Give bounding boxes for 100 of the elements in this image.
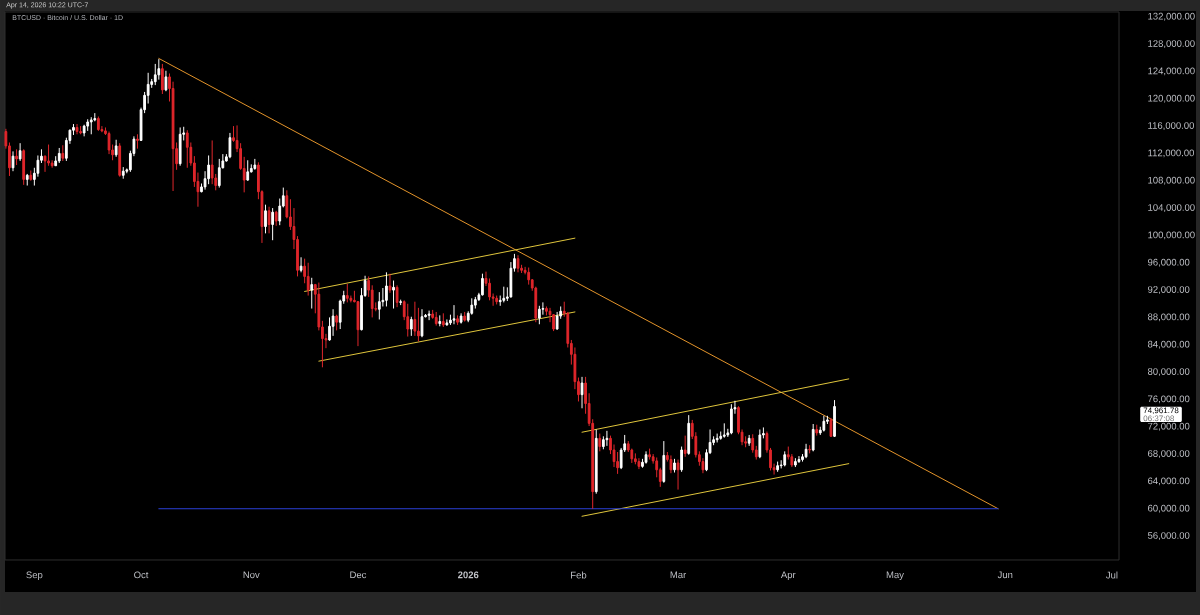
y-tick-label: 116,000.00 xyxy=(1148,122,1195,131)
y-tick-label: 132,000.00 xyxy=(1148,12,1195,21)
candlestick xyxy=(89,116,93,135)
text: 74,961.78 xyxy=(1143,407,1179,415)
y-tick-label: 84,000.00 xyxy=(1147,340,1190,349)
candlestick xyxy=(246,159,250,182)
candlestick xyxy=(253,158,257,171)
candlestick xyxy=(274,210,278,227)
candlestick xyxy=(445,318,449,327)
candlestick xyxy=(11,150,15,172)
y-tick-label: 100,000.00 xyxy=(1148,231,1195,240)
candlestick xyxy=(114,139,118,158)
candlestick xyxy=(399,299,403,306)
candlestick xyxy=(345,283,349,303)
candlestick xyxy=(306,262,310,297)
candlestick xyxy=(637,457,641,470)
candlestick xyxy=(644,450,648,465)
candlestick xyxy=(662,440,666,484)
y-tick-label: 68,000.00 xyxy=(1148,450,1190,458)
candlestick xyxy=(463,311,467,323)
candlestick xyxy=(811,423,815,452)
candlestick xyxy=(730,403,733,435)
candlestick xyxy=(299,256,303,273)
candlestick xyxy=(758,428,762,459)
candlestick xyxy=(160,63,164,95)
candlestick xyxy=(331,308,335,337)
candlestick xyxy=(452,304,456,325)
y-tick-label: 92,000.00 xyxy=(1148,286,1190,295)
candlestick xyxy=(683,435,687,458)
candlestick xyxy=(434,311,438,327)
candlestick xyxy=(185,129,189,169)
candlestick xyxy=(776,461,780,473)
candlestick xyxy=(118,142,122,178)
candlestick xyxy=(25,173,29,187)
candlestick xyxy=(388,273,392,294)
candlestick xyxy=(580,376,584,409)
candlestick xyxy=(822,415,826,433)
candlestick xyxy=(61,144,65,162)
y-tick-label: 108,000.00 xyxy=(1148,176,1195,185)
candlestick xyxy=(15,148,18,166)
candlestick xyxy=(598,433,602,452)
candlestick xyxy=(86,118,90,132)
candlestick xyxy=(271,207,275,241)
candlestick xyxy=(75,123,79,135)
candlestick xyxy=(815,424,819,437)
y-tick-label: 76,000.00 xyxy=(1148,395,1190,404)
x-tick-label: Feb xyxy=(571,571,587,579)
y-tick-label: 60,000.00 xyxy=(1148,504,1190,513)
candlestick xyxy=(136,133,139,150)
x-tick-label: Jul xyxy=(1106,571,1118,579)
candlestick xyxy=(178,126,182,167)
candlestick xyxy=(121,166,125,180)
y-tick-label: 80,000.00 xyxy=(1147,368,1190,377)
candlestick xyxy=(409,316,413,337)
candlestick xyxy=(601,435,605,450)
candlestick xyxy=(495,295,499,305)
candlestick xyxy=(459,312,463,325)
candlestick xyxy=(648,448,651,461)
y-tick-label: 120,000.00 xyxy=(1148,94,1195,103)
candlestick xyxy=(217,158,221,189)
candlestick xyxy=(335,314,339,331)
y-tick-label: 112,000.00 xyxy=(1148,149,1195,158)
candlestick xyxy=(22,148,26,186)
y-tick-label: 104,000.00 xyxy=(1148,204,1195,213)
candlestick xyxy=(481,273,484,297)
candlestick xyxy=(57,147,61,164)
candlestick xyxy=(377,291,381,320)
candlestick xyxy=(829,417,833,438)
x-tick-label: Mar xyxy=(670,571,687,579)
candlestick xyxy=(797,455,801,464)
y-tick-label: 96,000.00 xyxy=(1148,258,1190,267)
candlestick xyxy=(157,58,161,81)
candlestick xyxy=(794,457,797,468)
y-tick-label: 56,000.00 xyxy=(1147,532,1190,540)
y-tick-label: 128,000.00 xyxy=(1148,40,1195,49)
candlestick xyxy=(747,434,751,447)
x-tick-label: Apr xyxy=(780,571,796,581)
candlestick xyxy=(783,450,787,467)
candlestick xyxy=(669,454,673,474)
candlestick xyxy=(267,206,271,234)
candlestick xyxy=(264,204,267,234)
candlestick xyxy=(96,116,100,132)
candlestick xyxy=(18,142,22,162)
candlestick xyxy=(804,443,808,459)
candlestick xyxy=(441,312,445,328)
candlestick xyxy=(164,70,168,92)
x-tick-label: Sep xyxy=(26,571,43,581)
y-tick-label: 88,000.00 xyxy=(1147,313,1190,322)
candlestick xyxy=(680,446,683,473)
candlestick xyxy=(687,414,691,456)
candlestick xyxy=(413,301,417,337)
candlestick xyxy=(406,303,410,338)
candlestick xyxy=(676,459,680,491)
candlestick xyxy=(537,305,541,325)
y-tick-label: 64,000.00 xyxy=(1148,477,1190,486)
y-tick-label: 124,000.00 xyxy=(1148,67,1195,76)
candlestick xyxy=(438,314,442,327)
y-tick-label: 72,000.00 xyxy=(1148,422,1190,431)
candlestick xyxy=(605,430,609,447)
candlestick xyxy=(715,433,719,443)
